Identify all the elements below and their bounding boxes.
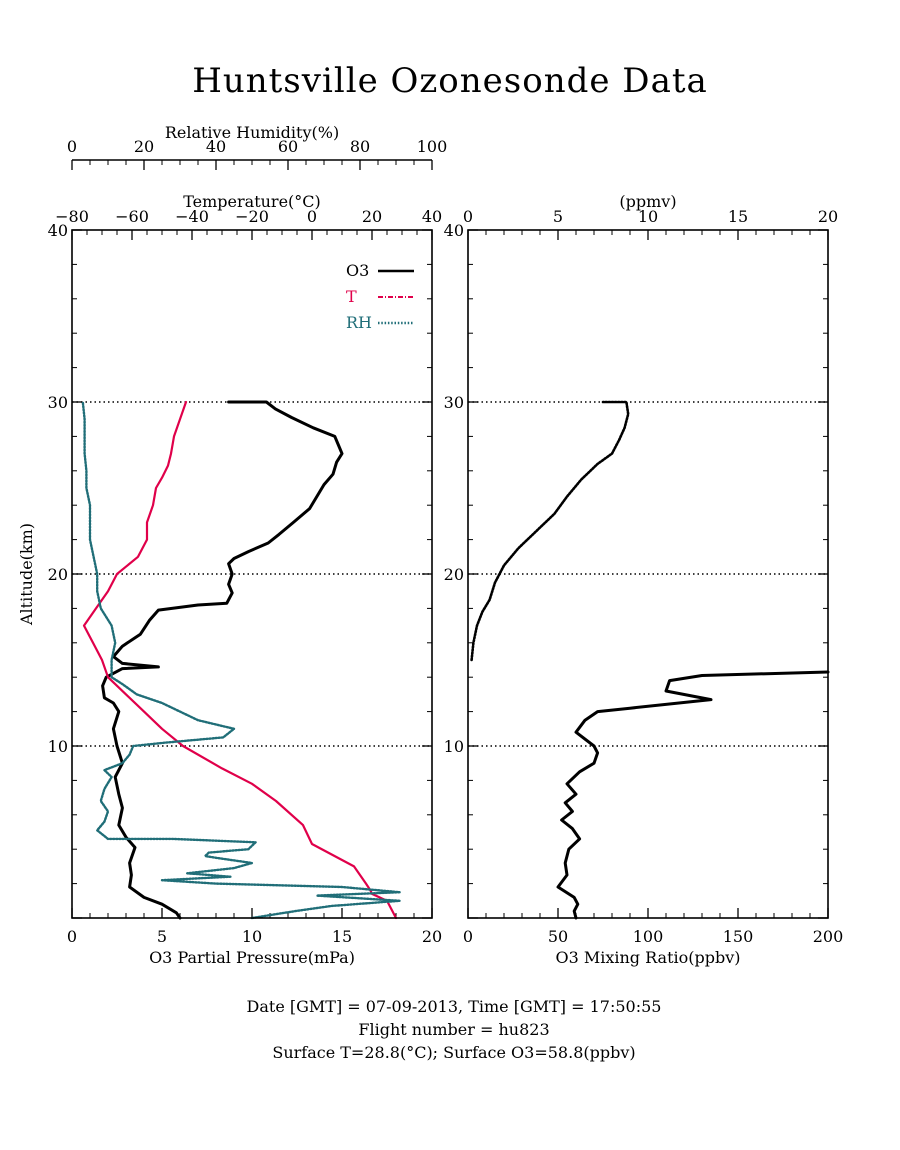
rh-axis-tick-label: 100 <box>417 137 448 156</box>
o3-pressure-axis-tick-label: 10 <box>242 927 262 946</box>
legend-label-o3: O3 <box>346 261 369 280</box>
ppmv-axis-tick-label: 5 <box>553 207 563 226</box>
left-altitude-axis-tick-label: 40 <box>48 221 68 240</box>
footer-flight-number: Flight number = hu823 <box>358 1020 549 1039</box>
rh-axis-tick-label: 20 <box>134 137 154 156</box>
o3-mixing-ratio-line <box>556 670 830 920</box>
legend: O3 T RH <box>346 261 414 332</box>
left-panel: 0 5 10 15 20 −80 −60 −40 −20 0 20 40 0 20 40 60 80 100 10 2… <box>17 123 447 967</box>
right-altitude-axis-tick-label: 10 <box>444 737 464 756</box>
right-altitude-axis-tick-label: 20 <box>444 565 464 584</box>
temperature-axis-label: Temperature(°C) <box>183 192 321 211</box>
left-altitude-axis-tick-label: 20 <box>48 565 68 584</box>
mixing-ratio-axis-tick-label: 0 <box>463 927 473 946</box>
ppmv-axis-tick-label: 20 <box>818 207 838 226</box>
ppmv-axis-tick-label: 10 <box>638 207 658 226</box>
right-panel: 0 50 100 150 200 0 5 10 15 20 10 20 30 40 (ppmv) O3 M… <box>444 192 844 967</box>
o3-partial-pressure-axis-label: O3 Partial Pressure(mPa) <box>149 948 355 967</box>
right-axis-ticks: 0 50 100 150 200 0 5 10 15 20 10 20 30 40 <box>444 207 844 946</box>
ppmv-axis-label: (ppmv) <box>619 192 676 211</box>
left-axis-ticks: 0 5 10 15 20 −80 −60 −40 −20 0 20 40 0 20 40 60 80 100 10 2… <box>48 137 448 946</box>
left-altitude-axis-tick-label: 30 <box>48 393 68 412</box>
right-plot-frame <box>467 229 829 919</box>
mixing-ratio-axis-tick-label: 150 <box>723 927 754 946</box>
temperature-axis-tick-label: −40 <box>175 207 209 226</box>
rh-axis-tick-label: 80 <box>350 137 370 156</box>
temperature-axis-tick-label: −80 <box>55 207 89 226</box>
rh-axis-tick-label: 60 <box>278 137 298 156</box>
left-plot-frame <box>71 229 433 919</box>
temperature-axis-tick-label: 40 <box>422 207 442 226</box>
ppmv-axis-tick-label: 15 <box>728 207 748 226</box>
chart-title: Huntsville Ozonesonde Data <box>192 61 708 101</box>
relative-humidity-line <box>81 400 401 920</box>
o3-mixing-ratio-axis-label: O3 Mixing Ratio(ppbv) <box>555 948 740 967</box>
o3-pressure-axis-tick-label: 0 <box>67 927 77 946</box>
o3-mixing-ratio-upper-line <box>470 400 630 662</box>
o3-pressure-axis-tick-label: 20 <box>422 927 442 946</box>
rh-axis-tick-label: 0 <box>67 137 77 156</box>
legend-label-rh: RH <box>346 313 372 332</box>
left-series <box>81 400 401 920</box>
o3-partial-pressure-line <box>101 400 344 920</box>
rh-axis-label: Relative Humidity(%) <box>165 123 339 142</box>
temperature-axis-tick-label: −20 <box>235 207 269 226</box>
temperature-axis-tick-label: −60 <box>115 207 149 226</box>
footer-surface-values: Surface T=28.8(°C); Surface O3=58.8(ppbv… <box>272 1043 635 1062</box>
temperature-axis-tick-label: 0 <box>307 207 317 226</box>
legend-label-t: T <box>346 287 357 306</box>
footer-date-time: Date [GMT] = 07-09-2013, Time [GMT] = 17… <box>247 997 662 1016</box>
o3-pressure-axis-tick-label: 5 <box>157 927 167 946</box>
altitude-axis-label: Altitude(km) <box>17 523 36 626</box>
mixing-ratio-axis-tick-label: 100 <box>633 927 664 946</box>
temperature-line <box>82 400 398 920</box>
ppmv-axis-tick-label: 0 <box>463 207 473 226</box>
o3-pressure-axis-tick-label: 15 <box>332 927 352 946</box>
right-altitude-axis-tick-label: 40 <box>444 221 464 240</box>
mixing-ratio-axis-tick-label: 50 <box>548 927 568 946</box>
left-altitude-axis-tick-label: 10 <box>48 737 68 756</box>
right-series <box>470 400 830 920</box>
temperature-axis-tick-label: 20 <box>362 207 382 226</box>
right-gridlines <box>468 401 828 747</box>
right-altitude-axis-tick-label: 30 <box>444 393 464 412</box>
mixing-ratio-axis-tick-label: 200 <box>813 927 844 946</box>
rh-axis-tick-label: 40 <box>206 137 226 156</box>
